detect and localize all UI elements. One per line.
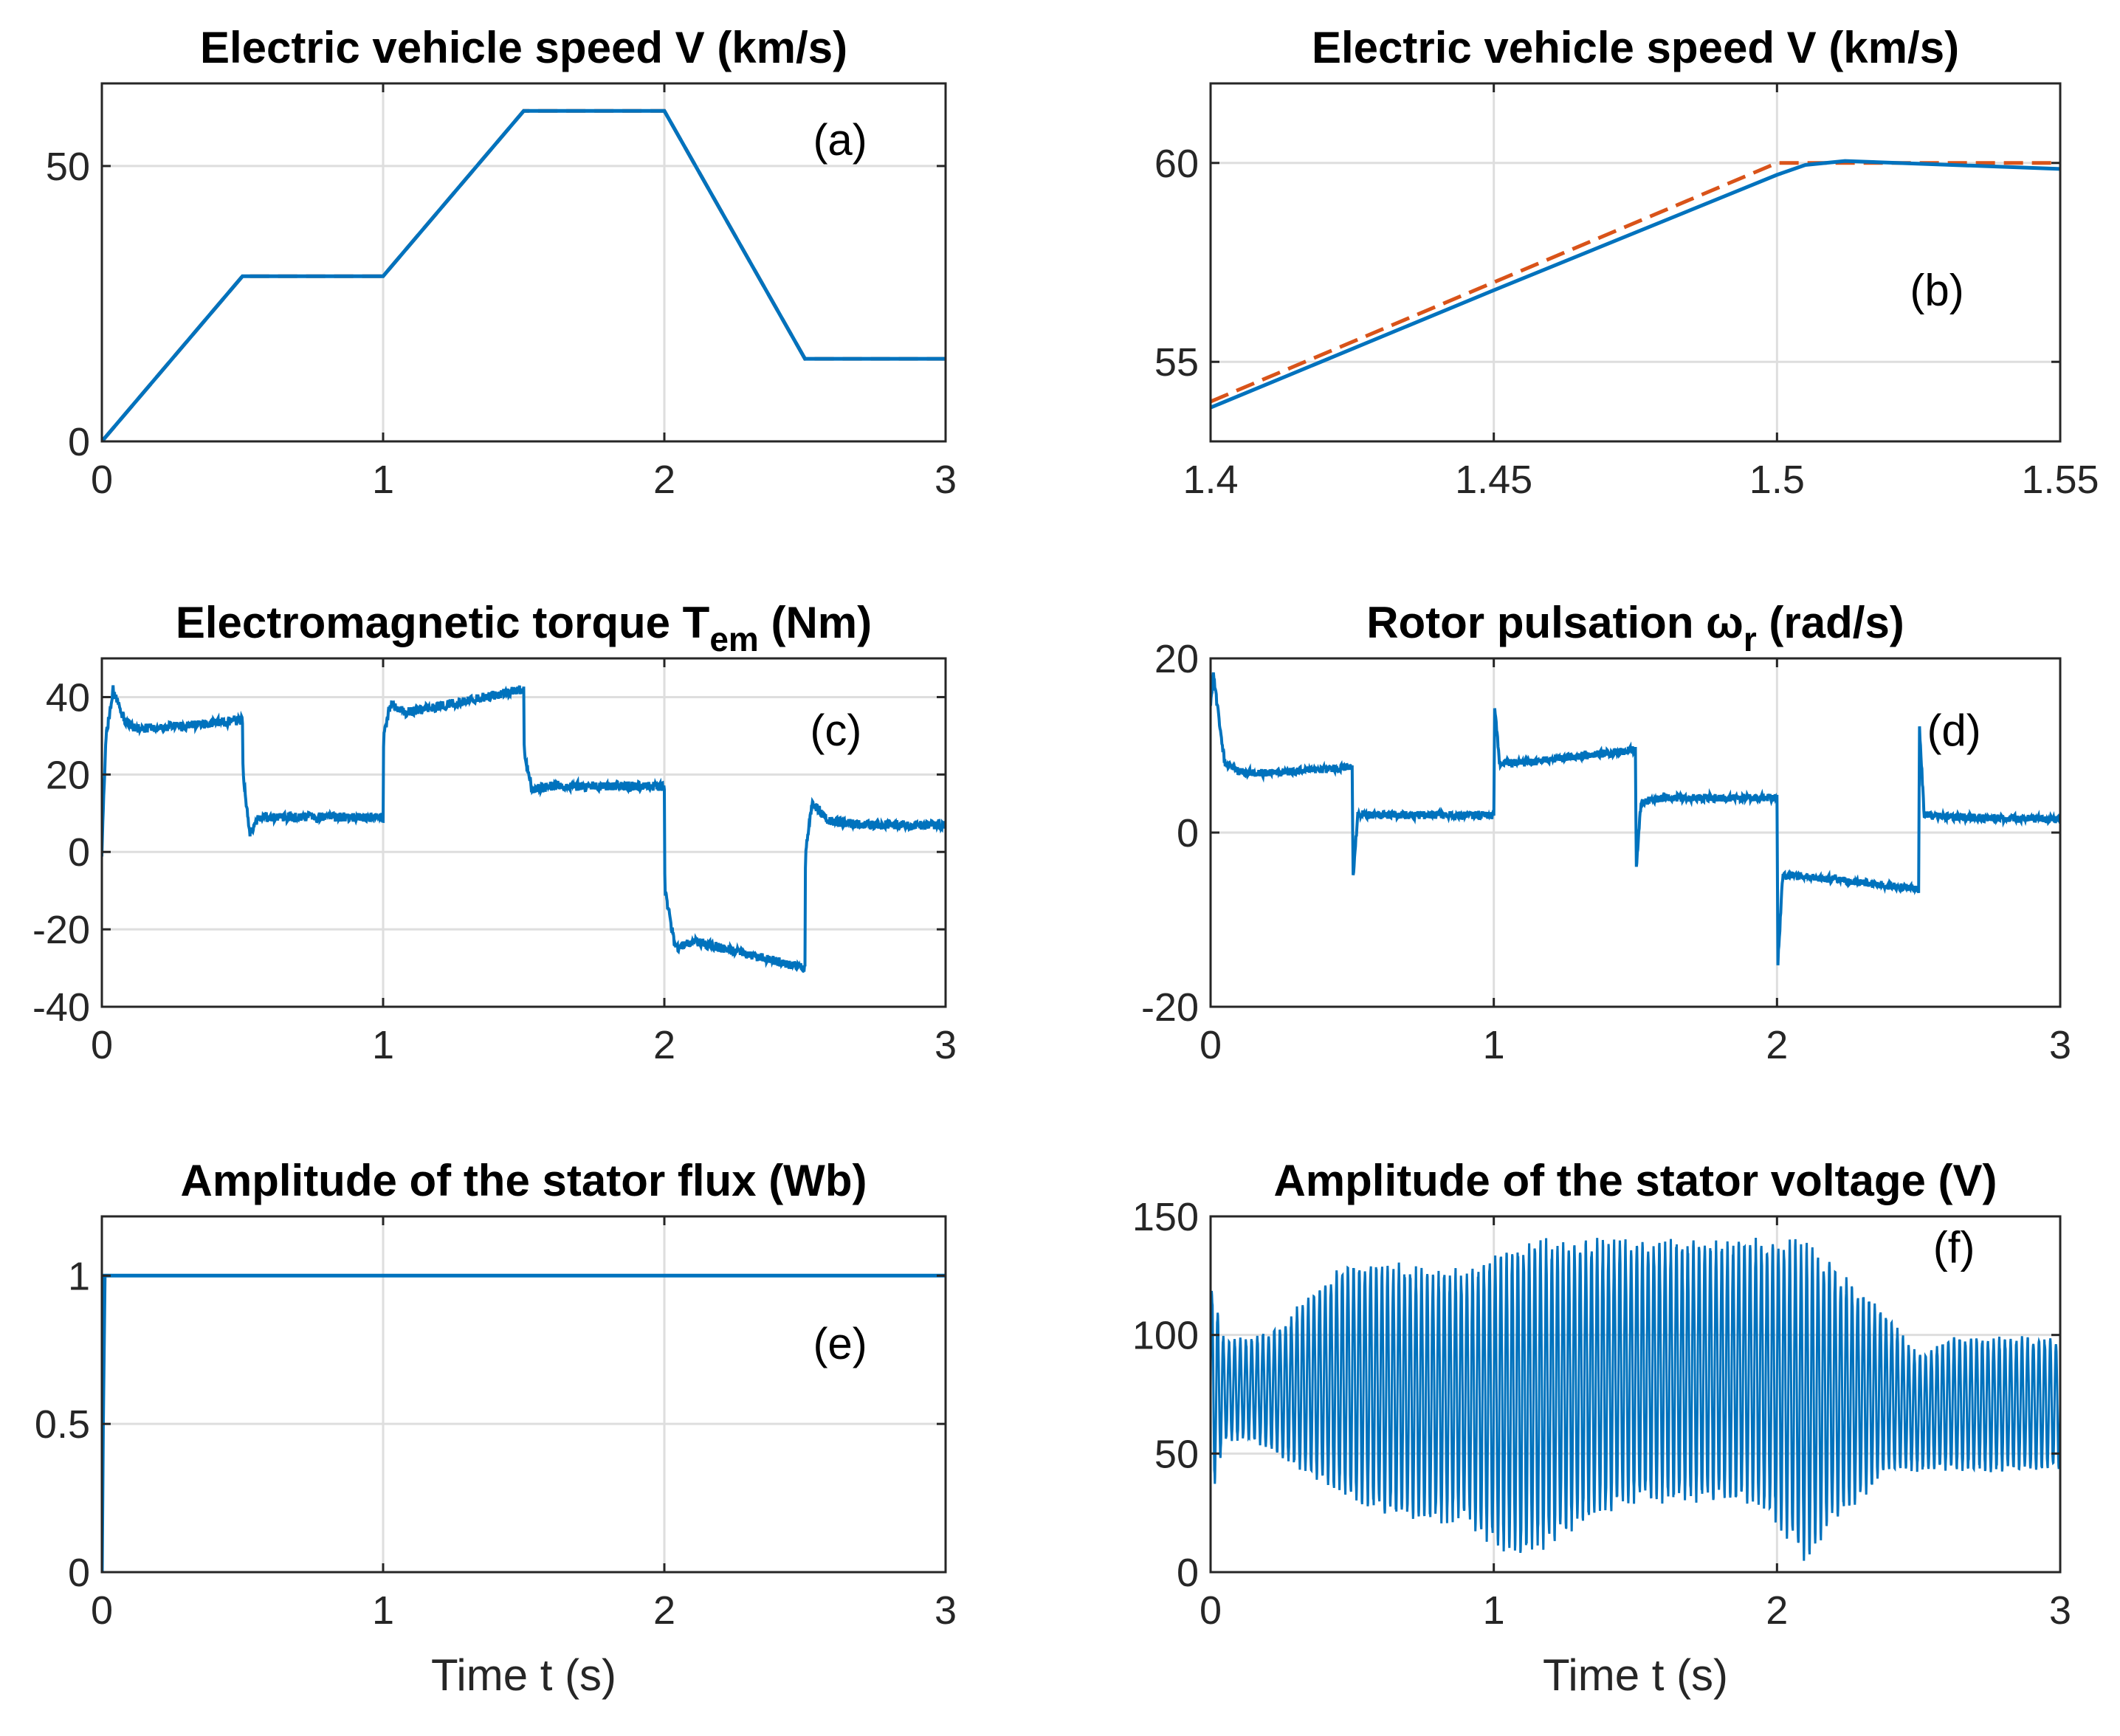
x-tick-label: 1.5 (1749, 458, 1805, 502)
chart-title-subscript: r (1744, 620, 1757, 658)
x-tick-label: 0 (1200, 1588, 1222, 1633)
y-tick-label: 60 (1154, 142, 1199, 186)
y-tick-label: 100 (1132, 1314, 1199, 1358)
y-tick-label: 40 (46, 675, 90, 720)
x-tick-label: 3 (935, 1588, 957, 1633)
x-tick-label: 2 (1766, 1023, 1788, 1067)
chart-title: Rotor pulsation ωr (rad/s) (1366, 598, 1904, 658)
plot-background (102, 1216, 946, 1572)
series-line-f (1211, 1237, 2060, 1561)
chart-title: Amplitude of the stator voltage (V) (1273, 1156, 1997, 1205)
x-tick-label: 1 (372, 1588, 394, 1633)
chart-title-main: Rotor pulsation ω (1366, 598, 1744, 647)
y-tick-label: 0 (68, 420, 90, 464)
chart-title: Electric vehicle speed V (km/s) (1312, 23, 1959, 72)
x-axis-label: Time t (s) (431, 1650, 616, 1700)
axes-frame (1209, 1215, 2062, 1574)
x-axis-label: Time t (s) (1543, 1650, 1728, 1700)
x-tick-label: 2 (653, 1023, 675, 1067)
series-line-reference-b (1211, 161, 2060, 404)
x-tick-label: 1 (372, 458, 394, 502)
axes-frame (1209, 82, 2062, 443)
x-tick-label: 3 (935, 1023, 957, 1067)
y-tick-label: 50 (46, 145, 90, 189)
axes-frame (100, 1215, 947, 1574)
axes-frame (100, 657, 947, 1008)
series-group (1211, 159, 2060, 410)
x-tick-label: 1 (1483, 1588, 1505, 1633)
chart-title-subscript: em (709, 620, 758, 658)
y-tick-label: 0 (1177, 1551, 1199, 1595)
y-tick-label: 0 (1177, 811, 1199, 855)
y-tick-label: 0.5 (35, 1402, 90, 1447)
chart-title-main: Electric vehicle speed V (km/s) (1312, 23, 1959, 72)
x-tick-label: 1.45 (1455, 458, 1532, 502)
x-tick-label: 1.55 (2021, 458, 2099, 502)
x-tick-label: 1 (1483, 1023, 1505, 1067)
x-tick-label: 1.4 (1183, 458, 1238, 502)
x-tick-label: 0 (91, 1023, 113, 1067)
chart-panel-e: 0 1 2 3 0 0.5 1 Amplitude of the stator flux (W… (35, 1156, 957, 1700)
x-tick-label: 0 (1200, 1023, 1222, 1067)
y-tick-label: 150 (1132, 1195, 1199, 1239)
series-group (1211, 672, 2060, 965)
series-group (1211, 1237, 2060, 1561)
chart-panel-c: 0 1 2 3 -40 -20 0 20 40 Electromagnetic torque Te… (32, 598, 957, 1067)
y-tick-label: 20 (1154, 637, 1199, 681)
chart-panel-f: 0 1 2 3 0 50 100 150 Amplitude of the stator vol… (1132, 1156, 2071, 1700)
x-tick-label: 3 (935, 458, 957, 502)
chart-title: Electromagnetic torque Tem (Nm) (176, 598, 872, 658)
plot-background (102, 83, 946, 441)
y-tick-label: 1 (68, 1254, 90, 1298)
series-line-d (1211, 672, 2060, 965)
chart-title-tail: (rad/s) (1757, 598, 1904, 647)
chart-panel-a: 0 1 2 3 0 50 Electric vehicle speed V (km/s) (a… (46, 23, 957, 502)
plot-background (1211, 83, 2060, 441)
x-tick-label: 2 (653, 458, 675, 502)
series-group (102, 108, 946, 441)
panel-label: (c) (810, 706, 861, 755)
series-line-measured-a (102, 108, 946, 441)
chart-title: Electric vehicle speed V (km/s) (200, 23, 847, 72)
x-tick-label: 0 (91, 458, 113, 502)
y-tick-label: -20 (1141, 985, 1199, 1030)
x-tick-label: 2 (1766, 1588, 1788, 1633)
chart-title: Amplitude of the stator flux (Wb) (181, 1156, 867, 1205)
x-tick-label: 3 (2049, 1588, 2071, 1633)
y-tick-label: -40 (32, 985, 90, 1030)
axes-frame (100, 82, 947, 443)
chart-panel-b: 1.4 1.45 1.5 1.55 55 60 Electric vehicle speed… (1154, 23, 2099, 502)
y-tick-label: 55 (1154, 340, 1199, 385)
y-tick-label: 20 (46, 753, 90, 797)
x-tick-label: 0 (91, 1588, 113, 1633)
chart-title-main: Electric vehicle speed V (km/s) (200, 23, 847, 72)
y-tick-label: -20 (32, 908, 90, 952)
panel-label: (b) (1910, 266, 1964, 315)
x-tick-label: 2 (653, 1588, 675, 1633)
chart-title-tail: (Nm) (759, 598, 872, 647)
x-tick-label: 3 (2049, 1023, 2071, 1067)
y-tick-label: 0 (68, 830, 90, 875)
panel-label: (a) (813, 115, 867, 165)
chart-title-main: Amplitude of the stator voltage (V) (1273, 1156, 1997, 1205)
series-line-c (102, 685, 946, 974)
series-group (102, 685, 946, 974)
chart-title-main: Amplitude of the stator flux (Wb) (181, 1156, 867, 1205)
y-tick-label: 0 (68, 1551, 90, 1595)
panel-label: (d) (1927, 706, 1980, 755)
chart-title-main: Electromagnetic torque T (176, 598, 709, 647)
x-tick-label: 1 (372, 1023, 394, 1067)
panel-label: (f) (1933, 1223, 1975, 1272)
panel-label: (e) (813, 1319, 867, 1368)
series-line-measured-b (1211, 159, 2060, 410)
y-tick-label: 50 (1154, 1432, 1199, 1476)
